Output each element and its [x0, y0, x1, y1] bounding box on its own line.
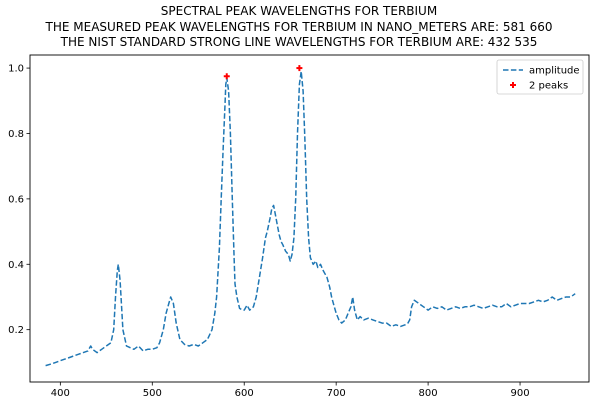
x-tick-label: 400: [51, 388, 70, 399]
y-axis-ticks: 0.2 0.4 0.6 0.8 1.0: [8, 64, 30, 336]
y-tick-label: 0.2: [8, 325, 24, 336]
x-tick-label: 800: [419, 388, 438, 399]
chart-subtitle-measured: THE MEASURED PEAK WAVELENGTHS FOR TERBIU…: [45, 19, 553, 34]
chart-title: SPECTRAL PEAK WAVELENGTHS FOR TERBIUM TH…: [0, 4, 598, 51]
y-tick-label: 0.8: [8, 129, 24, 140]
legend-peaks-marker: [510, 82, 516, 88]
peak-marker: [296, 65, 303, 72]
chart-title-line: SPECTRAL PEAK WAVELENGTHS FOR TERBIUM: [160, 4, 438, 18]
legend: amplitude 2 peaks: [496, 59, 584, 95]
y-tick-label: 0.6: [8, 194, 24, 205]
chart-subtitle-nist: THE NIST STANDARD STRONG LINE WAVELENGTH…: [60, 35, 538, 49]
x-tick-label: 900: [510, 388, 529, 399]
legend-box: [496, 59, 584, 95]
x-axis-ticks: 400 500 600 700 800 900: [51, 382, 530, 399]
y-tick-label: 0.4: [8, 260, 24, 271]
series-layer: [45, 65, 576, 367]
x-tick-label: 700: [327, 388, 346, 399]
peak-marker: [223, 73, 230, 80]
legend-amplitude-label: amplitude: [529, 66, 580, 77]
x-tick-label: 500: [143, 388, 162, 399]
amplitude-series-line: [45, 70, 576, 367]
legend-peaks-label: 2 peaks: [529, 81, 568, 92]
x-tick-label: 600: [235, 388, 254, 399]
plot-area-border: [29, 54, 590, 383]
y-tick-label: 1.0: [8, 64, 24, 75]
